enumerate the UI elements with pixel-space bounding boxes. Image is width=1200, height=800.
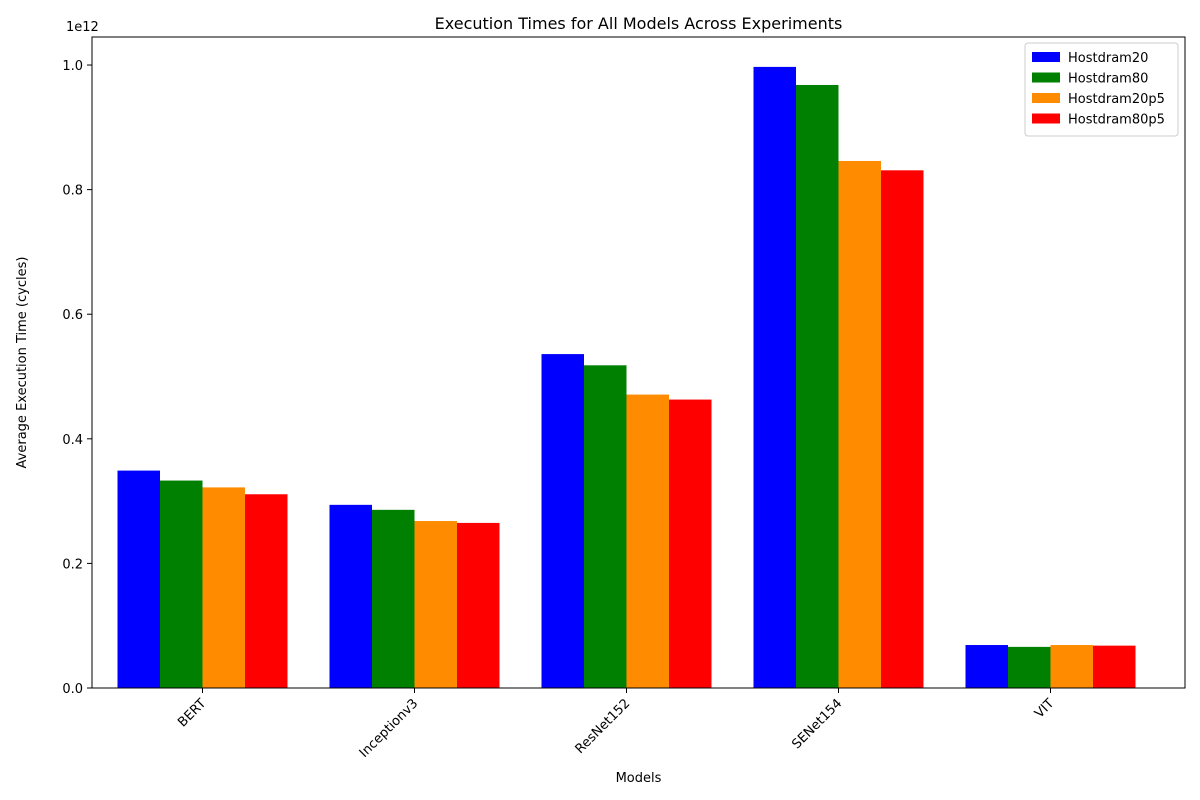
bar-bert-hostdram80p5 — [245, 494, 288, 688]
bar-vit-hostdram80p5 — [1093, 645, 1136, 688]
y-tick-label: 0.2 — [62, 557, 83, 572]
bar-bert-hostdram80 — [160, 480, 203, 688]
bar-senet154-hostdram20p5 — [838, 160, 881, 689]
y-tick-label: 0.6 — [62, 308, 83, 323]
x-axis: BERT Inceptionv3 ResNet152 SENet154 VIT — [175, 688, 1057, 761]
bar-resnet152-hostdram20p5 — [626, 394, 669, 688]
legend-label-hostdram80p5: Hostdram80p5 — [1068, 113, 1165, 128]
plot-frame — [91, 36, 1186, 689]
bar-resnet152-hostdram20 — [541, 354, 584, 688]
y-axis: 0.0 0.2 0.4 0.6 0.8 1.0 — [62, 59, 92, 697]
bar-bert-hostdram20 — [117, 470, 160, 688]
x-tick-label: Inceptionv3 — [357, 696, 422, 761]
y-tick-label: 0.8 — [62, 184, 83, 199]
legend-label-hostdram20: Hostdram20 — [1068, 51, 1148, 66]
bar-inceptionv3-hostdram80p5 — [457, 522, 500, 688]
x-tick-label: ResNet152 — [573, 696, 634, 757]
bar-resnet152-hostdram80p5 — [669, 399, 712, 688]
bar-inceptionv3-hostdram20p5 — [414, 521, 457, 688]
x-tick-label: SENet154 — [789, 696, 845, 752]
x-axis-title: Models — [616, 771, 662, 786]
y-tick-label: 1.0 — [62, 59, 83, 74]
y-axis-scale-label: 1e12 — [66, 20, 99, 35]
y-tick-label: 0.4 — [62, 433, 83, 448]
bars-layer — [117, 66, 1136, 689]
y-axis-title: Average Execution Time (cycles) — [15, 257, 30, 469]
bar-senet154-hostdram80 — [796, 84, 839, 689]
legend-swatch-hostdram20 — [1032, 52, 1060, 62]
bar-vit-hostdram20 — [965, 645, 1008, 688]
bar-vit-hostdram20p5 — [1050, 645, 1093, 688]
x-tick-label: VIT — [1032, 696, 1057, 721]
legend: Hostdram20 Hostdram80 Hostdram20p5 Hostdram… — [1024, 42, 1179, 137]
legend-swatch-hostdram80 — [1032, 72, 1060, 83]
chart-title: Execution Times for All Models Across Ex… — [435, 14, 843, 33]
bar-resnet152-hostdram80 — [584, 365, 627, 688]
legend-label-hostdram20p5: Hostdram20p5 — [1068, 92, 1165, 107]
legend-swatch-hostdram20p5 — [1032, 93, 1060, 103]
bar-senet154-hostdram80p5 — [881, 170, 924, 688]
legend-swatch-hostdram80p5 — [1032, 113, 1060, 124]
legend-label-hostdram80: Hostdram80 — [1068, 72, 1148, 87]
bar-senet154-hostdram20 — [753, 66, 796, 688]
legend-box — [1024, 42, 1179, 137]
bar-inceptionv3-hostdram20 — [329, 504, 372, 688]
bar-inceptionv3-hostdram80 — [372, 509, 415, 688]
bar-bert-hostdram20p5 — [202, 487, 245, 688]
x-tick-label: BERT — [175, 696, 209, 730]
bar-vit-hostdram80 — [1008, 646, 1051, 688]
y-tick-label: 0.0 — [62, 682, 83, 697]
